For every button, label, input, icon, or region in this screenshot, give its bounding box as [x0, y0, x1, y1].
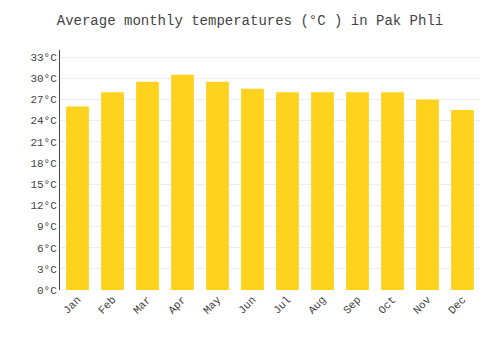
svg-text:0°C: 0°C [37, 285, 57, 297]
svg-text:18°C: 18°C [30, 158, 57, 170]
svg-text:24°C: 24°C [30, 115, 57, 127]
svg-text:3°C: 3°C [37, 264, 57, 276]
svg-text:Apr: Apr [166, 294, 188, 316]
svg-text:Jul: Jul [271, 294, 293, 316]
svg-text:May: May [201, 294, 224, 317]
svg-text:Oct: Oct [376, 294, 398, 316]
svg-text:Feb: Feb [96, 294, 118, 316]
svg-text:Mar: Mar [131, 294, 153, 316]
svg-text:33°C: 33°C [30, 52, 57, 64]
svg-text:15°C: 15°C [30, 179, 57, 191]
svg-text:30°C: 30°C [30, 73, 57, 85]
svg-text:Dec: Dec [446, 294, 468, 316]
svg-text:Average monthly temperatures (: Average monthly temperatures (°C ) in Pa… [57, 13, 443, 29]
svg-text:Nov: Nov [411, 294, 434, 317]
svg-text:Jan: Jan [61, 294, 83, 316]
svg-text:9°C: 9°C [37, 221, 57, 233]
svg-text:6°C: 6°C [37, 243, 57, 255]
svg-text:21°C: 21°C [30, 137, 57, 149]
svg-text:Sep: Sep [341, 294, 363, 316]
svg-text:Aug: Aug [306, 294, 328, 316]
svg-text:Jun: Jun [236, 294, 258, 316]
svg-text:12°C: 12°C [30, 200, 57, 212]
svg-text:27°C: 27°C [30, 94, 57, 106]
